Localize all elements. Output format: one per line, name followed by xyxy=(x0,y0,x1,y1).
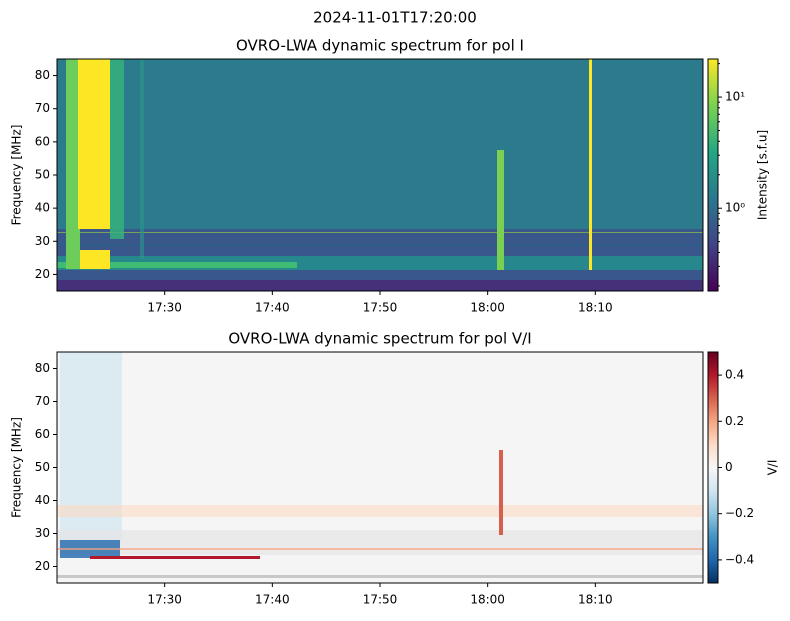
figure-title: 2024-11-01T17:20:00 xyxy=(313,9,477,27)
y-tick-label: 40 xyxy=(35,493,50,507)
y-tick-label: 30 xyxy=(35,526,50,540)
colorbar-tick-label: 0.2 xyxy=(725,414,744,428)
x-tick-label: 18:00 xyxy=(470,593,505,607)
colorbar-tick-label: 0 xyxy=(725,460,733,474)
x-tick-label: 18:00 xyxy=(470,301,505,315)
y-tick-label: 60 xyxy=(35,427,50,441)
y-tick-label: 50 xyxy=(35,460,50,474)
y-axis-label: Frequency [MHz] xyxy=(10,417,24,518)
y-tick-label: 50 xyxy=(35,168,50,182)
y-tick-label: 30 xyxy=(35,234,50,248)
x-tick-label: 17:50 xyxy=(363,301,398,315)
colorbar-tick-label: 10¹ xyxy=(725,90,745,104)
colorbar-tick-label: −0.4 xyxy=(725,552,754,566)
y-tick-label: 80 xyxy=(35,361,50,375)
y-axis-label: Frequency [MHz] xyxy=(10,125,24,226)
colorbar-label: V/I xyxy=(766,460,780,476)
panel-title: OVRO-LWA dynamic spectrum for pol I xyxy=(236,37,524,55)
y-tick-label: 40 xyxy=(35,201,50,215)
x-tick-label: 17:30 xyxy=(147,301,182,315)
y-tick-label: 20 xyxy=(35,559,50,573)
x-tick-label: 17:30 xyxy=(147,593,182,607)
spectrogram-vi xyxy=(57,352,703,583)
y-tick-label: 70 xyxy=(35,101,50,115)
colorbar xyxy=(707,58,719,292)
panel-title: OVRO-LWA dynamic spectrum for pol V/I xyxy=(228,330,531,348)
colorbar xyxy=(707,351,719,584)
y-tick-label: 70 xyxy=(35,394,50,408)
x-tick-label: 17:40 xyxy=(255,301,290,315)
y-tick-label: 60 xyxy=(35,134,50,148)
x-tick-label: 18:10 xyxy=(578,593,613,607)
x-tick-label: 17:40 xyxy=(255,593,290,607)
x-tick-label: 18:10 xyxy=(578,301,613,315)
x-tick-label: 17:50 xyxy=(363,593,398,607)
colorbar-tick-label: −0.2 xyxy=(725,506,754,520)
y-tick-label: 80 xyxy=(35,68,50,82)
colorbar-label: Intensity [s.f.u] xyxy=(756,130,770,220)
colorbar-tick-label: 10⁰ xyxy=(725,201,745,215)
y-tick-label: 20 xyxy=(35,267,50,281)
colorbar-tick-label: 0.4 xyxy=(725,368,744,382)
spectrogram-i xyxy=(57,59,703,291)
